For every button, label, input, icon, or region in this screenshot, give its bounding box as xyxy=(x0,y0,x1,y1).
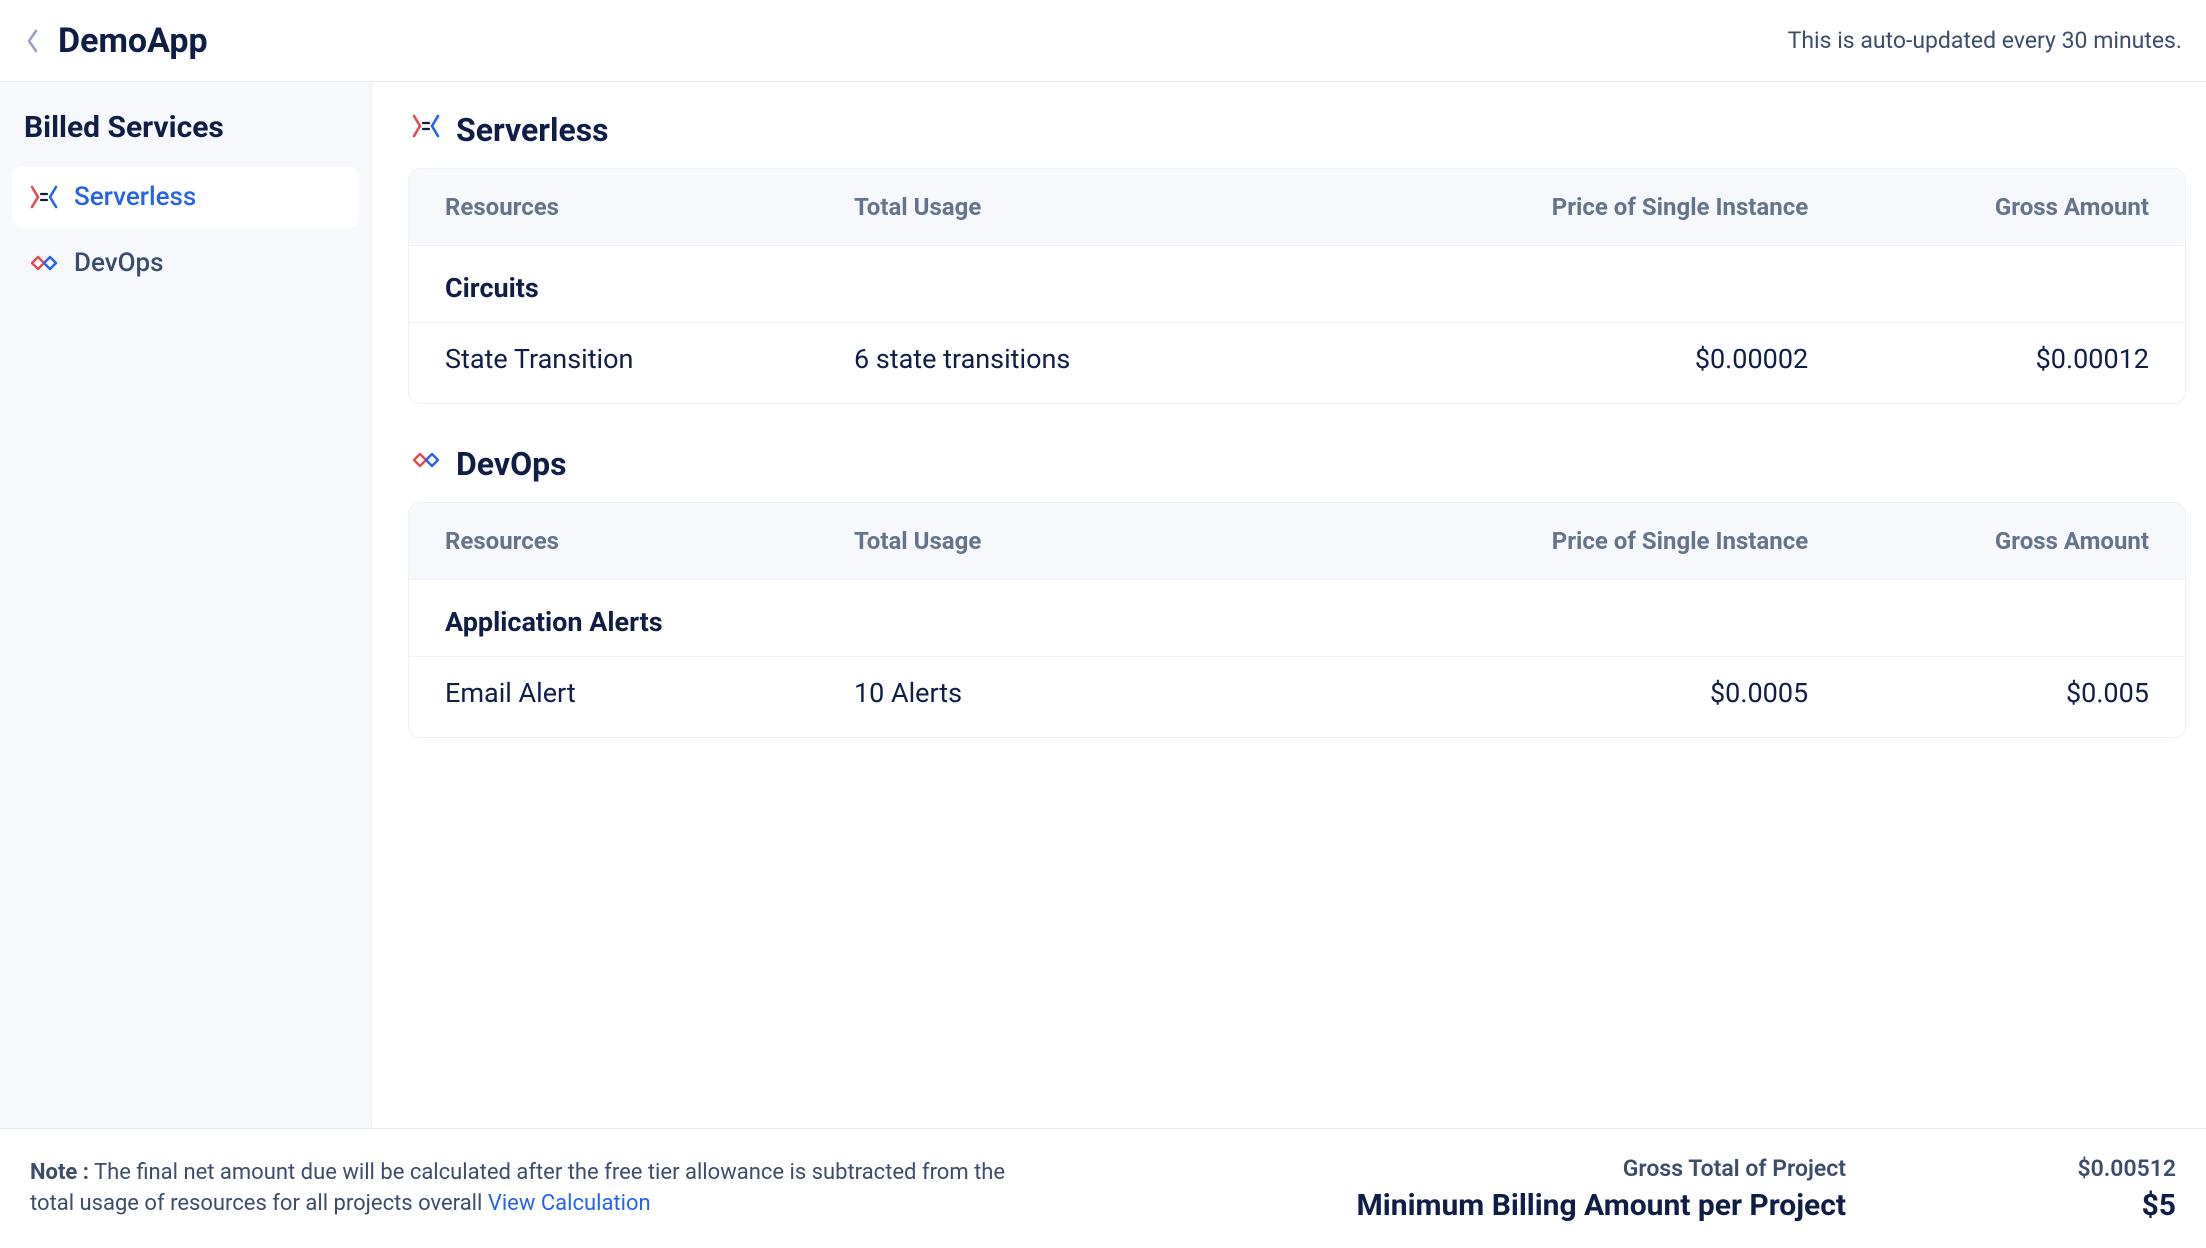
section-title-text: DevOps xyxy=(456,445,567,483)
footer-note: Note : The final net amount due will be … xyxy=(30,1158,1050,1220)
table-header: Resources Total Usage Price of Single In… xyxy=(409,503,2185,579)
section-title: DevOps xyxy=(408,444,2186,484)
sidebar: Billed Services Serverless DevOps xyxy=(0,82,372,1128)
gross-total-label: Gross Total of Project xyxy=(1623,1155,1846,1182)
sidebar-item-serverless[interactable]: Serverless xyxy=(12,167,359,227)
cell-price: $0.0005 xyxy=(1399,677,1808,709)
cell-resource: State Transition xyxy=(445,343,854,375)
group-row: Circuits xyxy=(409,245,2185,322)
devops-icon xyxy=(28,247,60,279)
footer: Note : The final net amount due will be … xyxy=(0,1128,2206,1248)
sidebar-item-label: Serverless xyxy=(74,182,196,212)
table-row: Email Alert 10 Alerts $0.0005 $0.005 xyxy=(409,656,2185,737)
gross-total-line: Gross Total of Project $0.00512 xyxy=(1357,1155,2176,1182)
devops-icon xyxy=(410,444,442,484)
serverless-icon xyxy=(28,181,60,213)
table-row: State Transition 6 state transitions $0.… xyxy=(409,322,2185,403)
cell-price: $0.00002 xyxy=(1399,343,1808,375)
table-header: Resources Total Usage Price of Single In… xyxy=(409,169,2185,245)
sidebar-title: Billed Services xyxy=(12,110,359,167)
min-billing-value: $5 xyxy=(2026,1188,2176,1223)
footer-totals: Gross Total of Project $0.00512 Minimum … xyxy=(1357,1155,2176,1223)
note-label: Note : xyxy=(30,1160,89,1185)
header: DemoApp This is auto-updated every 30 mi… xyxy=(0,0,2206,82)
gross-total-value: $0.00512 xyxy=(2026,1155,2176,1182)
min-billing-line: Minimum Billing Amount per Project $5 xyxy=(1357,1188,2176,1223)
serverless-table: Resources Total Usage Price of Single In… xyxy=(408,168,2186,404)
back-chevron-icon[interactable] xyxy=(24,27,42,55)
col-gross: Gross Amount xyxy=(1808,527,2149,555)
col-usage: Total Usage xyxy=(854,527,1399,555)
col-usage: Total Usage xyxy=(854,193,1399,221)
main-content: Serverless Resources Total Usage Price o… xyxy=(372,82,2206,1128)
col-price: Price of Single Instance xyxy=(1399,527,1808,555)
col-resources: Resources xyxy=(445,527,854,555)
sidebar-item-devops[interactable]: DevOps xyxy=(12,233,359,293)
cell-gross: $0.005 xyxy=(1808,677,2149,709)
section-serverless: Serverless Resources Total Usage Price o… xyxy=(408,110,2186,404)
header-left: DemoApp xyxy=(24,21,208,61)
section-title: Serverless xyxy=(408,110,2186,150)
devops-table: Resources Total Usage Price of Single In… xyxy=(408,502,2186,738)
section-devops: DevOps Resources Total Usage Price of Si… xyxy=(408,444,2186,738)
min-billing-label: Minimum Billing Amount per Project xyxy=(1357,1188,1846,1223)
view-calculation-link[interactable]: View Calculation xyxy=(488,1191,651,1216)
col-gross: Gross Amount xyxy=(1808,193,2149,221)
cell-usage: 6 state transitions xyxy=(854,343,1399,375)
cell-gross: $0.00012 xyxy=(1808,343,2149,375)
body: Billed Services Serverless DevOps Server… xyxy=(0,82,2206,1128)
col-resources: Resources xyxy=(445,193,854,221)
cell-usage: 10 Alerts xyxy=(854,677,1399,709)
section-title-text: Serverless xyxy=(456,111,609,149)
cell-resource: Email Alert xyxy=(445,677,854,709)
col-price: Price of Single Instance xyxy=(1399,193,1808,221)
app-title: DemoApp xyxy=(58,21,208,61)
serverless-icon xyxy=(410,110,442,150)
group-row: Application Alerts xyxy=(409,579,2185,656)
auto-update-text: This is auto-updated every 30 minutes. xyxy=(1788,27,2182,54)
sidebar-item-label: DevOps xyxy=(74,248,164,278)
